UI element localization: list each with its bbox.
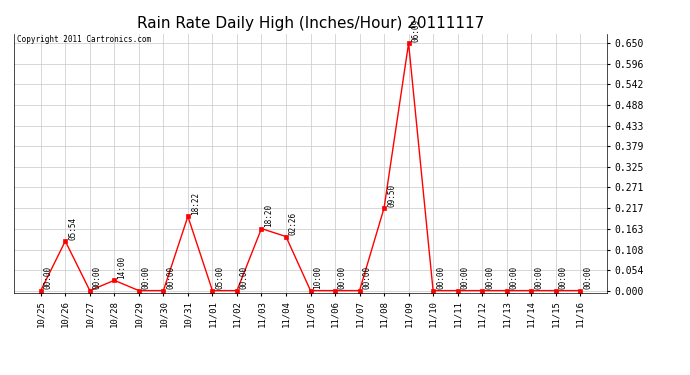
Text: 00:00: 00:00: [485, 266, 494, 289]
Text: 00:00: 00:00: [583, 266, 592, 289]
Text: 18:20: 18:20: [264, 204, 273, 227]
Text: 02:26: 02:26: [289, 212, 298, 235]
Title: Rain Rate Daily High (Inches/Hour) 20111117: Rain Rate Daily High (Inches/Hour) 20111…: [137, 16, 484, 31]
Text: 00:00: 00:00: [534, 266, 543, 289]
Text: Copyright 2011 Cartronics.com: Copyright 2011 Cartronics.com: [17, 35, 151, 44]
Text: 00:00: 00:00: [362, 266, 371, 289]
Text: 00:00: 00:00: [460, 266, 470, 289]
Text: 18:22: 18:22: [191, 192, 200, 215]
Text: 14:00: 14:00: [117, 256, 126, 279]
Text: 00:00: 00:00: [436, 266, 445, 289]
Text: 00:00: 00:00: [510, 266, 519, 289]
Text: 00:00: 00:00: [142, 266, 151, 289]
Text: 06:09: 06:09: [411, 19, 420, 42]
Text: 00:00: 00:00: [338, 266, 347, 289]
Text: 00:00: 00:00: [559, 266, 568, 289]
Text: 00:00: 00:00: [43, 266, 52, 289]
Text: 10:00: 10:00: [313, 266, 322, 289]
Text: 05:00: 05:00: [215, 266, 224, 289]
Text: 09:50: 09:50: [387, 183, 396, 207]
Text: 05:54: 05:54: [68, 216, 77, 240]
Text: 00:00: 00:00: [166, 266, 175, 289]
Text: 00:00: 00:00: [92, 266, 101, 289]
Text: 00:00: 00:00: [240, 266, 249, 289]
